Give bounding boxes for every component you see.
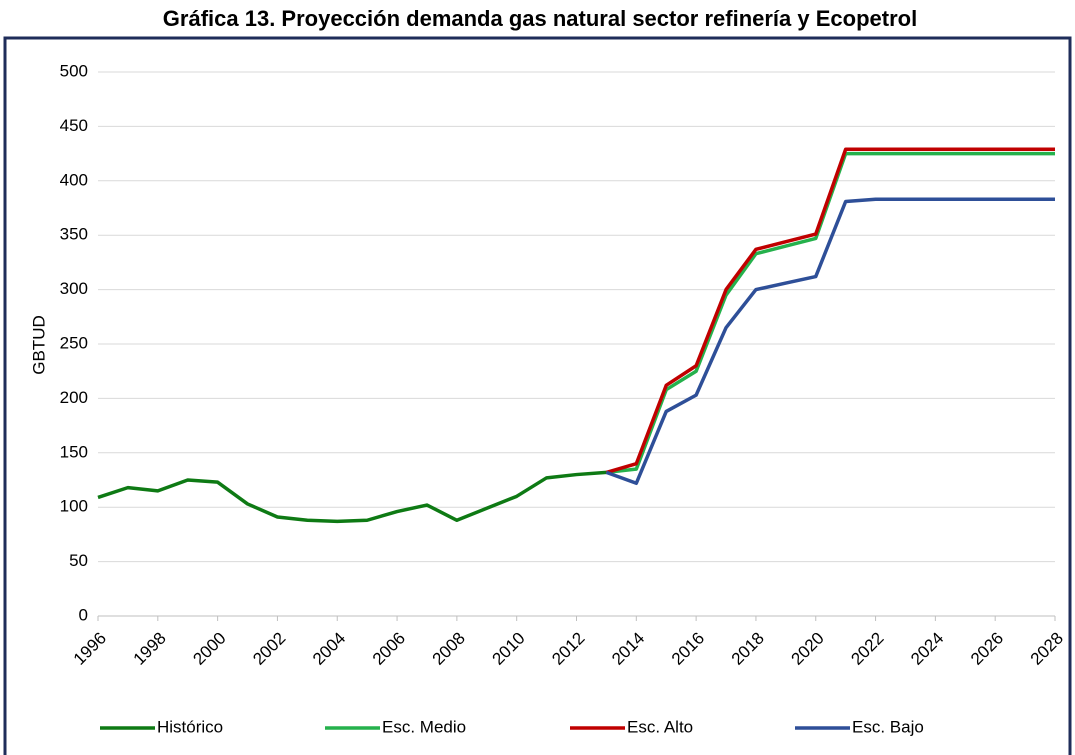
- y-tick-label: 100: [60, 497, 88, 516]
- legend-label: Histórico: [157, 717, 223, 736]
- legend-label: Esc. Medio: [382, 717, 466, 736]
- y-tick-label: 250: [60, 333, 88, 352]
- y-axis-label: GBTUD: [29, 315, 48, 375]
- y-tick-label: 350: [60, 225, 88, 244]
- y-tick-label: 0: [79, 605, 88, 624]
- y-tick-label: 300: [60, 279, 88, 298]
- y-tick-label: 150: [60, 442, 88, 461]
- y-tick-label: 400: [60, 170, 88, 189]
- legend-label: Esc. Bajo: [852, 717, 924, 736]
- y-tick-label: 500: [60, 61, 88, 80]
- chart-frame: [3, 36, 1072, 755]
- y-tick-label: 50: [69, 551, 88, 570]
- y-tick-label: 200: [60, 388, 88, 407]
- series-line: [605, 147, 1055, 475]
- chart-title: Gráfica 13. Proyección demanda gas natur…: [163, 6, 917, 31]
- y-tick-label: 450: [60, 116, 88, 135]
- legend-label: Esc. Alto: [627, 717, 693, 736]
- series-line: [97, 470, 607, 524]
- series-line: [605, 197, 1055, 486]
